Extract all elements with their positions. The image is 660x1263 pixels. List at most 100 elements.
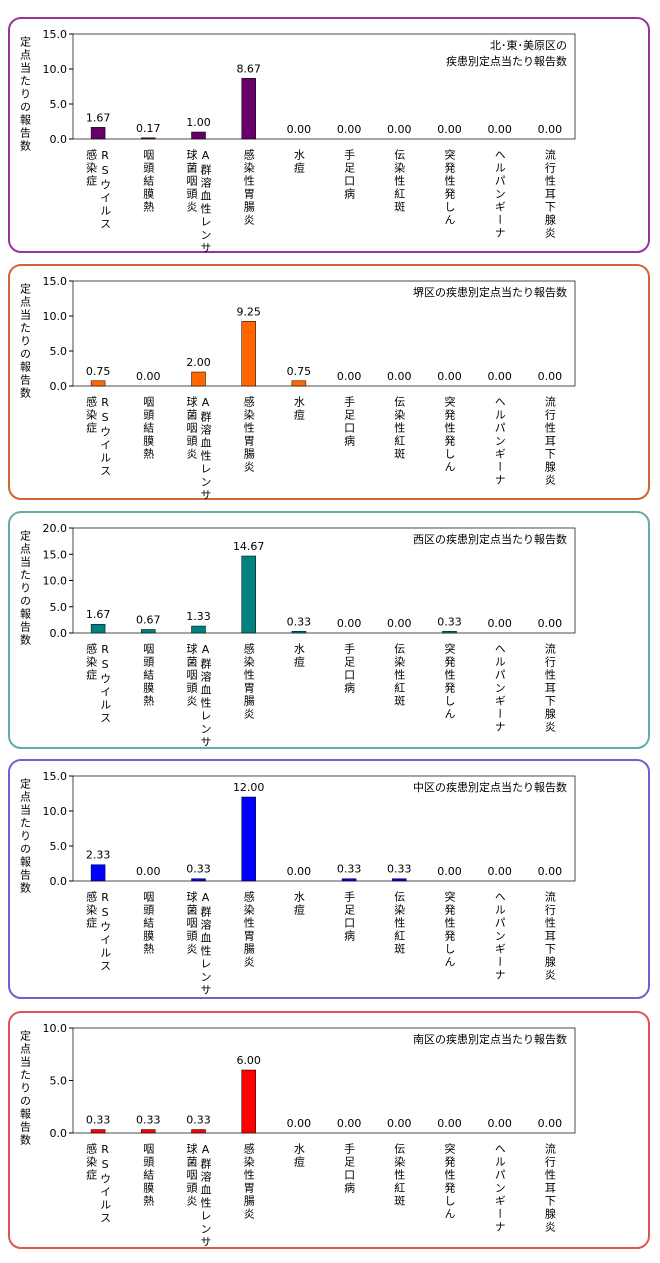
bar (392, 878, 407, 882)
x-tick-label: 伝染性紅斑 (393, 1143, 406, 1208)
y-tick-label: 5.0 (50, 345, 68, 358)
plot-area (72, 280, 576, 387)
y-axis-label: 定点当たりの報告数 (19, 777, 32, 895)
value-label: 0.33 (186, 1114, 211, 1127)
value-label: 0.00 (136, 865, 161, 878)
value-label: 0.00 (337, 1117, 362, 1130)
x-tick-label: 球菌咽頭炎 (185, 1142, 198, 1208)
chart-title: 堺区の疾患別定点当たり報告数 (413, 285, 567, 299)
panel-frame (8, 759, 650, 999)
x-tick-label: 突発性発しん (443, 1142, 456, 1221)
value-label: 0.33 (186, 863, 211, 876)
x-tick-label: 感染症 (85, 396, 98, 435)
value-label: 6.00 (236, 1054, 261, 1067)
x-tick-label: ヘルパンギーナ (493, 1143, 506, 1234)
value-label: 0.33 (136, 1114, 161, 1127)
value-label: 0.00 (487, 123, 512, 136)
y-tick-label: 0.0 (50, 133, 68, 146)
y-axis-label: 定点当たりの報告数 (19, 529, 32, 647)
x-tick-label: ヘルパンギーナ (493, 396, 506, 487)
y-tick-label: 5.0 (50, 601, 68, 614)
x-tick-label: 水痘 (292, 891, 305, 917)
value-label: 0.33 (387, 863, 412, 876)
value-label: 0.00 (487, 1117, 512, 1130)
value-label: 0.33 (287, 615, 312, 628)
bar (191, 371, 206, 387)
bar (341, 878, 357, 882)
x-tick-label: 球菌咽頭炎 (185, 148, 198, 214)
x-tick-label: ヘルパンギーナ (493, 891, 506, 982)
value-label: 0.00 (538, 370, 563, 383)
value-label: 0.00 (437, 370, 462, 383)
value-label: 0.33 (86, 1114, 111, 1127)
plot-area (72, 775, 576, 882)
y-tick-label: 5.0 (50, 840, 68, 853)
bar (291, 631, 307, 634)
bar (241, 78, 256, 140)
bar (241, 321, 256, 387)
x-tick-label: 感染性胃腸炎 (242, 643, 255, 721)
x-tick-label: A群溶血性レンサ (199, 891, 212, 997)
y-tick-label: 10.0 (43, 63, 68, 76)
bar (90, 623, 106, 634)
y-tick-label: 0.0 (50, 875, 68, 888)
x-tick-label: 突発性発しん (443, 890, 456, 969)
x-tick-label: 流行性耳下腺炎 (543, 395, 556, 487)
x-tick-label: 流行性耳下腺炎 (543, 890, 556, 982)
x-tick-label: 伝染性紅斑 (393, 396, 406, 461)
plot-area (72, 33, 576, 140)
x-tick-label: 感染症 (85, 149, 98, 188)
bar (90, 864, 106, 882)
value-label: 0.17 (136, 122, 161, 135)
value-label: 0.00 (337, 617, 362, 630)
x-tick-label: 突発性発しん (443, 642, 456, 721)
bar (141, 137, 156, 140)
value-label: 0.33 (337, 863, 362, 876)
value-label: 0.00 (538, 123, 563, 136)
y-tick-label: 0.0 (50, 380, 68, 393)
y-tick-label: 15.0 (43, 548, 68, 561)
x-tick-label: 水痘 (292, 396, 305, 422)
x-tick-label: 球菌咽頭炎 (185, 642, 198, 708)
x-tick-label: 流行性耳下腺炎 (543, 148, 556, 240)
y-tick-label: 10.0 (43, 310, 68, 323)
value-label: 9.25 (236, 305, 261, 318)
y-tick-label: 0.0 (50, 627, 68, 640)
x-tick-label: 流行性耳下腺炎 (543, 642, 556, 734)
x-tick-label: A群溶血性レンサ (199, 396, 212, 502)
value-label: 2.33 (86, 849, 111, 862)
x-tick-label: 感染症 (85, 1143, 98, 1182)
x-tick-label: RSウイルス (99, 149, 112, 231)
value-label: 0.00 (538, 865, 563, 878)
value-label: 12.00 (233, 781, 265, 794)
y-tick-label: 10.0 (43, 1022, 68, 1035)
bar (90, 380, 106, 387)
value-label: 0.00 (538, 617, 563, 630)
x-tick-label: 手足口病 (343, 148, 356, 201)
value-label: 0.00 (387, 123, 412, 136)
chart-title: 中区の疾患別定点当たり報告数 (413, 780, 567, 794)
bar (241, 555, 256, 634)
x-tick-label: A群溶血性レンサ (199, 1143, 212, 1249)
value-label: 0.00 (387, 617, 412, 630)
chart-title: 西区の疾患別定点当たり報告数 (413, 532, 567, 546)
plot-area (72, 527, 576, 634)
bar (141, 1129, 156, 1134)
panel-frame (8, 17, 650, 253)
bar (191, 1129, 206, 1134)
value-label: 0.00 (437, 865, 462, 878)
x-tick-label: 咽頭結膜熱 (142, 891, 155, 956)
value-label: 2.00 (186, 356, 211, 369)
bar (291, 380, 307, 387)
x-tick-label: 伝染性紅斑 (393, 891, 406, 956)
y-tick-label: 10.0 (43, 805, 68, 818)
y-axis-label: 定点当たりの報告数 (19, 282, 32, 400)
chart-panel: 定点当たりの報告数 0.0 5.0 10.0 15.0 20.0 西区の疾患別定点当たり報告… (8, 511, 650, 749)
x-tick-label: RSウイルス (99, 396, 112, 478)
value-label: 0.00 (337, 123, 362, 136)
x-tick-label: 突発性発しん (443, 148, 456, 227)
x-tick-label: 感染性胃腸炎 (242, 396, 255, 474)
value-label: 8.67 (236, 62, 261, 75)
value-label: 0.00 (287, 123, 312, 136)
